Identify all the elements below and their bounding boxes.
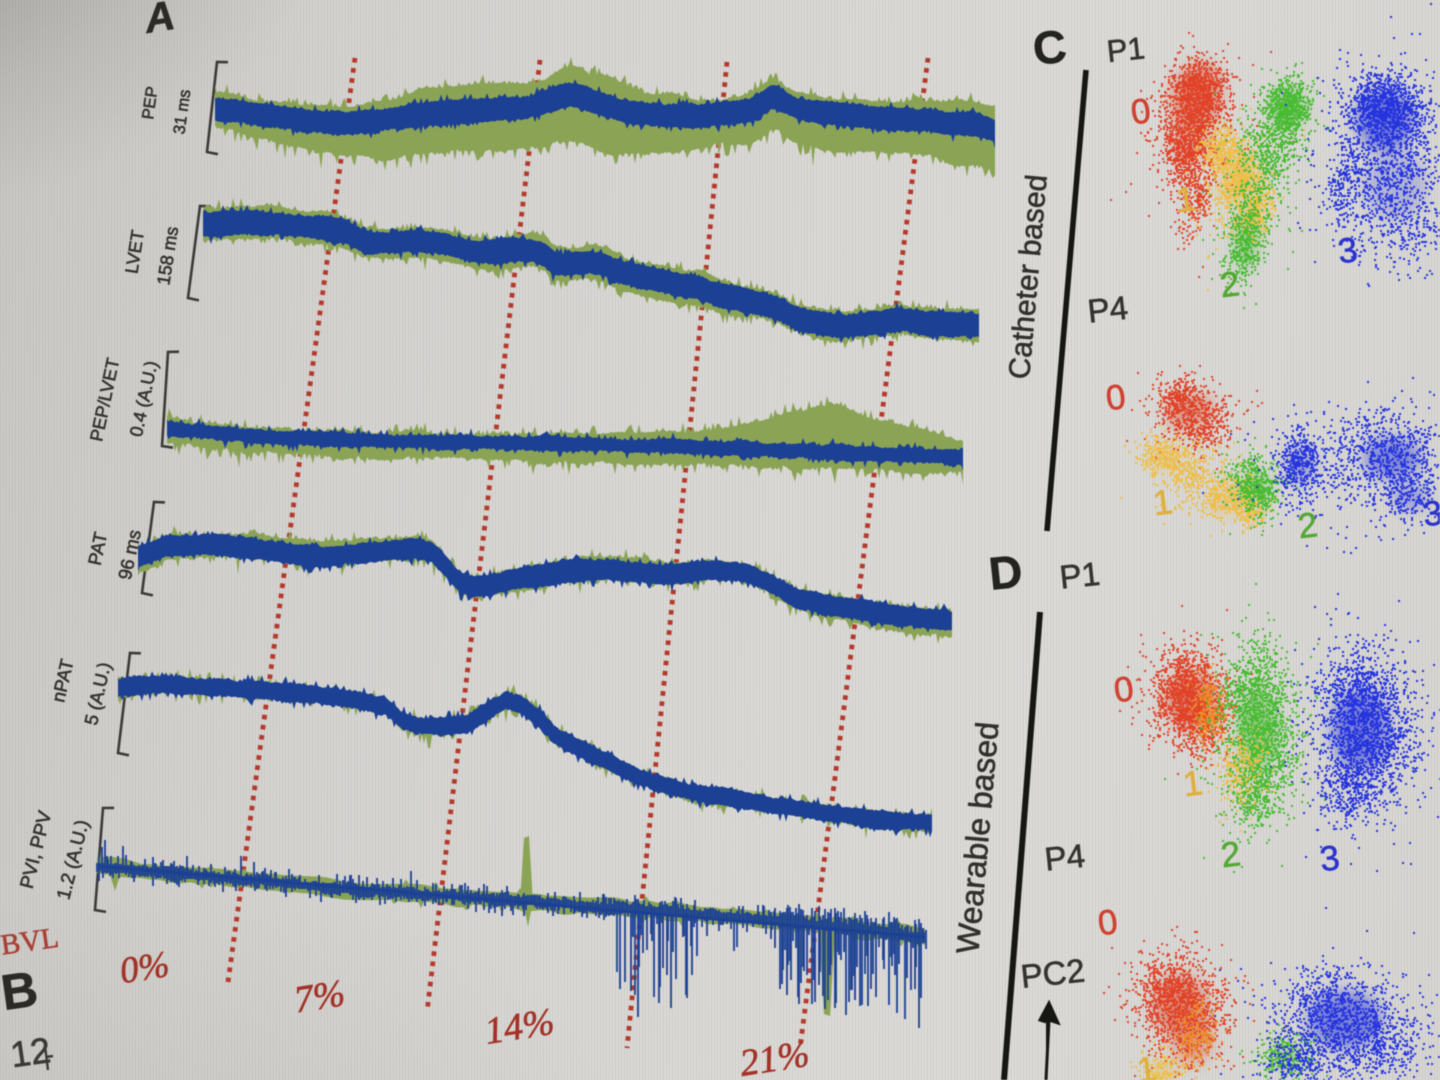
- svg-text:0: 0: [1129, 91, 1153, 132]
- svg-text:3: 3: [1318, 838, 1342, 879]
- svg-text:D: D: [986, 545, 1024, 600]
- svg-text:LVET: LVET: [121, 229, 148, 275]
- svg-text:1: 1: [1174, 179, 1198, 220]
- svg-text:0: 0: [1112, 669, 1136, 710]
- svg-text:Catheter based: Catheter based: [1003, 173, 1054, 380]
- svg-text:PC2: PC2: [1019, 951, 1087, 995]
- svg-text:PEP/LVET: PEP/LVET: [86, 356, 123, 443]
- svg-text:21%: 21%: [737, 1033, 812, 1080]
- svg-text:0%: 0%: [117, 944, 172, 992]
- svg-text:2: 2: [1218, 264, 1242, 305]
- svg-text:3: 3: [1336, 230, 1360, 271]
- svg-text:158 ms: 158 ms: [153, 225, 182, 286]
- svg-text:B: B: [0, 960, 41, 1020]
- svg-text:5 (A.U.): 5 (A.U.): [80, 660, 115, 727]
- svg-text:PEP: PEP: [139, 85, 161, 120]
- svg-text:14%: 14%: [482, 1001, 557, 1053]
- svg-text:P4: P4: [1086, 289, 1130, 330]
- svg-text:7%: 7%: [291, 972, 348, 1021]
- svg-text:A: A: [140, 0, 177, 42]
- svg-text:nPAT: nPAT: [47, 657, 77, 704]
- svg-text:1: 1: [1151, 482, 1175, 523]
- svg-text:P1: P1: [1058, 555, 1102, 596]
- svg-text:2: 2: [1296, 505, 1320, 546]
- svg-text:P4: P4: [1043, 837, 1087, 878]
- svg-text:C: C: [1030, 20, 1068, 75]
- svg-text:1.2 (A.U.): 1.2 (A.U.): [54, 818, 94, 902]
- svg-text:PVI, PPV: PVI, PPV: [17, 809, 57, 891]
- svg-text:0.4 (A.U.): 0.4 (A.U.): [126, 359, 162, 439]
- svg-text:P1: P1: [1105, 30, 1146, 69]
- svg-text:3: 3: [1421, 493, 1440, 534]
- svg-text:1: 1: [1181, 763, 1205, 804]
- svg-text:PAT: PAT: [84, 530, 111, 567]
- svg-text:0: 0: [1096, 902, 1120, 943]
- svg-text:2: 2: [1219, 834, 1243, 875]
- svg-text:31 ms: 31 ms: [170, 88, 194, 135]
- svg-text:12: 12: [8, 1029, 53, 1075]
- svg-text:BVL: BVL: [0, 922, 61, 962]
- svg-text:0: 0: [1104, 377, 1128, 418]
- svg-text:Wearable based: Wearable based: [949, 720, 1005, 955]
- svg-text:1: 1: [1135, 1049, 1159, 1080]
